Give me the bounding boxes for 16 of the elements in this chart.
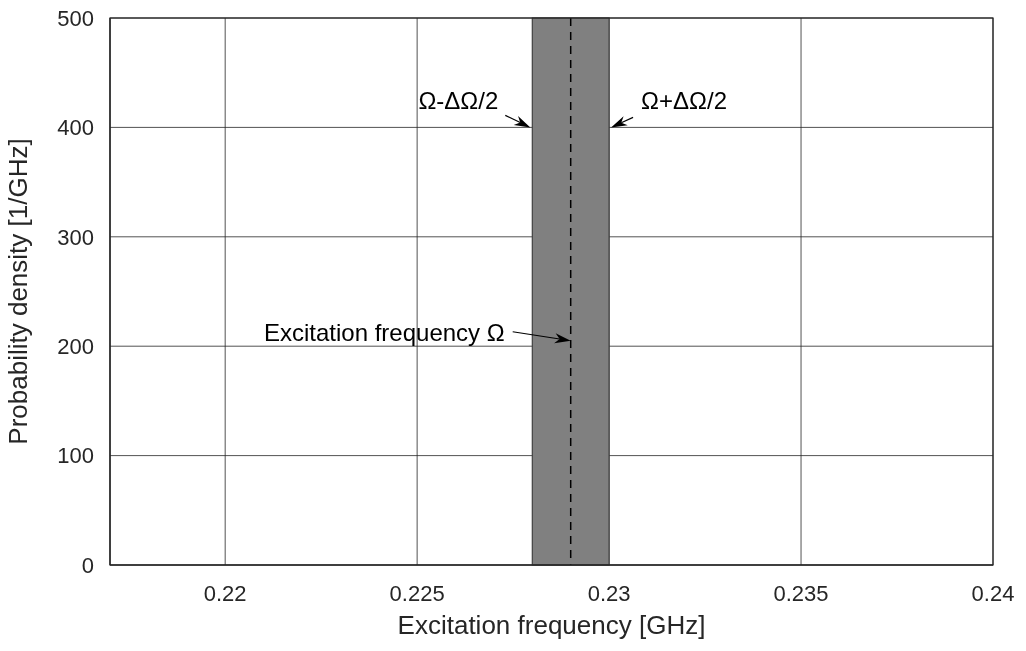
y-axis-title: Probability density [1/GHz]: [3, 138, 34, 445]
annotation: Excitation frequency Ω: [263, 318, 505, 346]
y-tick-label: 300: [57, 224, 94, 250]
y-tick-label: 100: [57, 443, 94, 469]
annotation: Ω-ΔΩ/2: [418, 87, 499, 115]
x-axis-title: Excitation frequency [GHz]: [397, 610, 706, 640]
x-tick-label: 0.23: [587, 580, 631, 606]
annotation: Ω+ΔΩ/2: [641, 87, 728, 115]
y-tick-label: 0: [81, 552, 94, 578]
x-tick-label: 0.24: [971, 580, 1015, 606]
x-tick-label: 0.235: [773, 580, 829, 606]
x-tick-label: 0.225: [389, 580, 445, 606]
y-tick-label: 400: [57, 115, 94, 141]
y-tick-label: 200: [57, 334, 94, 360]
x-tick-label: 0.22: [203, 580, 247, 606]
y-tick-label: 500: [57, 5, 94, 31]
